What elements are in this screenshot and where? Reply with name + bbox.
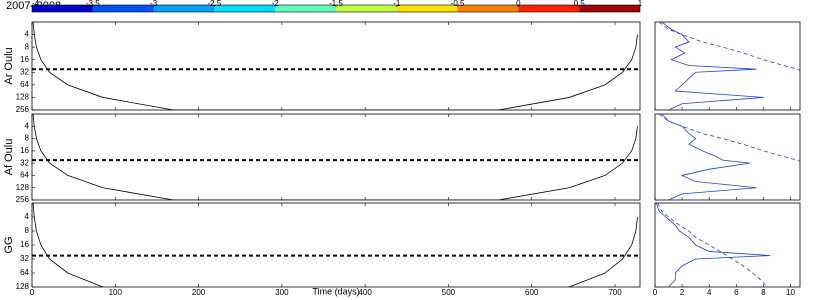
colorbar-tick-label: -0.5 <box>451 0 465 8</box>
x-tick-label: 100 <box>109 288 123 297</box>
cone-of-influence <box>32 114 638 200</box>
colorbar-tick-label: -2 <box>272 0 280 8</box>
y-tick-label: 32 <box>20 67 29 76</box>
colorbar-segment <box>214 5 276 12</box>
significance-curve <box>658 114 800 162</box>
spectrum-panel <box>654 21 801 111</box>
panel-label: Ar Oulu <box>3 47 15 84</box>
significance-curve <box>658 22 800 71</box>
colorbar-tick-label: 0.5 <box>574 0 586 8</box>
colorbar-tick-label: -3.5 <box>86 0 100 8</box>
colorbar-segment <box>275 5 336 12</box>
global-spectrum <box>661 114 757 200</box>
x-tick-label: 200 <box>192 288 206 297</box>
panel-label: GG <box>3 236 15 253</box>
y-tick-label: 8 <box>25 42 30 51</box>
y-tick-label: 8 <box>25 226 30 235</box>
y-tick-label: 4 <box>25 121 30 130</box>
spectrum-panel <box>654 202 801 288</box>
x-tick-label: 400 <box>358 288 372 297</box>
wavelet-panel <box>31 113 641 201</box>
x-tick-label: 0 <box>30 288 35 297</box>
wavelet-panel <box>31 21 641 111</box>
spectrum-x-tick-label: 10 <box>786 288 795 297</box>
spectrum-panel <box>654 113 801 201</box>
x-tick-label: 600 <box>525 288 539 297</box>
y-tick-label: 16 <box>20 146 29 155</box>
y-tick-label: 128 <box>16 282 30 291</box>
cone-of-influence <box>32 203 638 287</box>
colorbar-segment <box>518 5 580 12</box>
y-tick-label: 128 <box>16 183 30 192</box>
y-tick-label: 64 <box>20 268 29 277</box>
colorbar-segment <box>579 5 640 12</box>
y-tick-label: 16 <box>20 240 29 249</box>
y-tick-label: 64 <box>20 80 29 89</box>
x-tick-label: 300 <box>275 288 289 297</box>
y-tick-label: 256 <box>16 195 30 204</box>
colorbar-segment <box>92 5 154 12</box>
colorbar-tick-label: 1 <box>638 0 643 8</box>
colorbar-segment <box>153 5 215 12</box>
spectrum-x-tick-label: 2 <box>680 288 685 297</box>
y-tick-label: 256 <box>16 105 30 114</box>
global-spectrum <box>661 22 764 110</box>
x-tick-label: 700 <box>608 288 622 297</box>
y-tick-label: 4 <box>25 212 30 221</box>
colorbar-segment <box>336 5 397 12</box>
y-tick-label: 32 <box>20 254 29 263</box>
cone-of-influence <box>32 22 638 110</box>
colorbar-tick-label: -1.5 <box>329 0 343 8</box>
colorbar-segment <box>396 5 458 12</box>
colorbar-segment <box>457 5 519 12</box>
wavelet-panel <box>31 202 641 288</box>
spectrum-x-tick-label: 4 <box>707 288 712 297</box>
colorbar-tick-label: 0 <box>516 0 521 8</box>
x-axis-label: Time (days) <box>312 286 359 296</box>
y-tick-label: 8 <box>25 134 30 143</box>
y-tick-label: 16 <box>20 55 29 64</box>
y-tick-label: 128 <box>16 93 30 102</box>
significance-curve <box>657 203 768 287</box>
spectrum-x-tick-label: 6 <box>734 288 739 297</box>
y-tick-label: 32 <box>20 158 29 167</box>
spectrum-x-tick-label: 8 <box>761 288 766 297</box>
panel-label: Af Oulu <box>3 139 15 176</box>
colorbar-tick-label: -2.5 <box>208 0 222 8</box>
y-tick-label: 64 <box>20 171 29 180</box>
colorbar-tick-label: -3 <box>150 0 158 8</box>
spectrum-x-tick-label: 0 <box>653 288 658 297</box>
x-tick-label: 500 <box>442 288 456 297</box>
colorbar-segment <box>32 5 93 12</box>
y-tick-label: 4 <box>25 30 30 39</box>
colorbar-tick-label: -4 <box>32 0 40 8</box>
global-spectrum <box>655 203 771 287</box>
colorbar-tick-label: -1 <box>393 0 401 8</box>
